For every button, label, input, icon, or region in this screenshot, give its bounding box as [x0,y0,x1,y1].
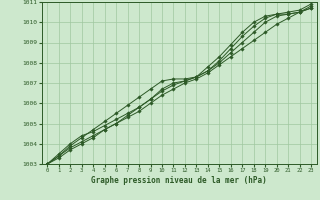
X-axis label: Graphe pression niveau de la mer (hPa): Graphe pression niveau de la mer (hPa) [91,176,267,185]
